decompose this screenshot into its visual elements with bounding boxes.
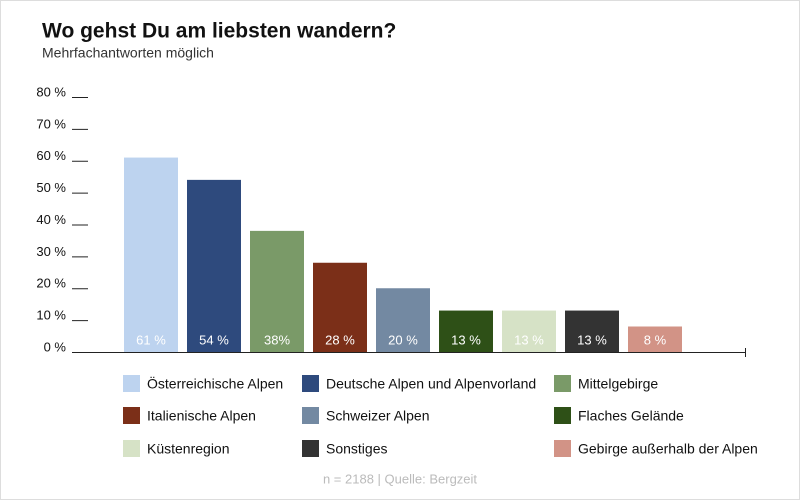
legend-label: Schweizer Alpen bbox=[326, 408, 430, 424]
y-tick-label: 10 % bbox=[36, 308, 66, 323]
y-tick-label: 60 % bbox=[36, 148, 66, 163]
value-label: 13 % bbox=[451, 332, 481, 347]
legend-swatch bbox=[554, 407, 571, 424]
value-label: 61 % bbox=[136, 332, 166, 347]
value-label: 54 % bbox=[199, 332, 229, 347]
legend-swatch bbox=[302, 375, 319, 392]
legend-swatch bbox=[554, 375, 571, 392]
y-tick-label: 80 % bbox=[36, 84, 66, 99]
chart-subtitle: Mehrfachantworten möglich bbox=[42, 45, 214, 61]
y-tick-label: 50 % bbox=[36, 180, 66, 195]
legend-swatch bbox=[123, 375, 140, 392]
bar bbox=[376, 288, 430, 352]
legend-label: Österreichische Alpen bbox=[147, 375, 283, 392]
bar bbox=[124, 157, 178, 352]
legend-label: Italienische Alpen bbox=[147, 408, 256, 424]
value-label: 8 % bbox=[644, 332, 667, 347]
value-label: 13 % bbox=[514, 332, 544, 347]
legend-label: Küstenregion bbox=[147, 441, 230, 457]
y-tick-label: 70 % bbox=[36, 116, 66, 131]
bar bbox=[565, 310, 619, 352]
legend-swatch bbox=[123, 407, 140, 424]
y-tick-label: 0 % bbox=[44, 339, 67, 354]
legend-label: Flaches Gelände bbox=[578, 408, 684, 424]
value-label: 38% bbox=[264, 332, 290, 347]
legend-swatch bbox=[302, 407, 319, 424]
legend-label: Sonstiges bbox=[326, 441, 387, 457]
y-tick-label: 30 % bbox=[36, 244, 66, 259]
bar bbox=[502, 310, 556, 352]
bar bbox=[250, 230, 304, 352]
value-label: 28 % bbox=[325, 332, 355, 347]
bar bbox=[628, 326, 682, 352]
y-tick-label: 40 % bbox=[36, 212, 66, 227]
legend-label: Deutsche Alpen und Alpenvorland bbox=[326, 376, 536, 392]
legend-label: Gebirge außerhalb der Alpen bbox=[578, 441, 758, 457]
legend-label: Mittelgebirge bbox=[578, 376, 658, 392]
value-label: 20 % bbox=[388, 332, 418, 347]
legend-swatch bbox=[123, 440, 140, 457]
y-tick-label: 20 % bbox=[36, 276, 66, 291]
legend-swatch bbox=[302, 440, 319, 457]
value-label: 13 % bbox=[577, 332, 607, 347]
bar bbox=[313, 262, 367, 352]
source-note: n = 2188 | Quelle: Bergzeit bbox=[323, 471, 477, 486]
bar bbox=[187, 179, 241, 352]
bar bbox=[439, 310, 493, 352]
chart-title: Wo gehst Du am liebsten wandern? bbox=[42, 20, 396, 43]
legend-swatch bbox=[554, 440, 571, 457]
